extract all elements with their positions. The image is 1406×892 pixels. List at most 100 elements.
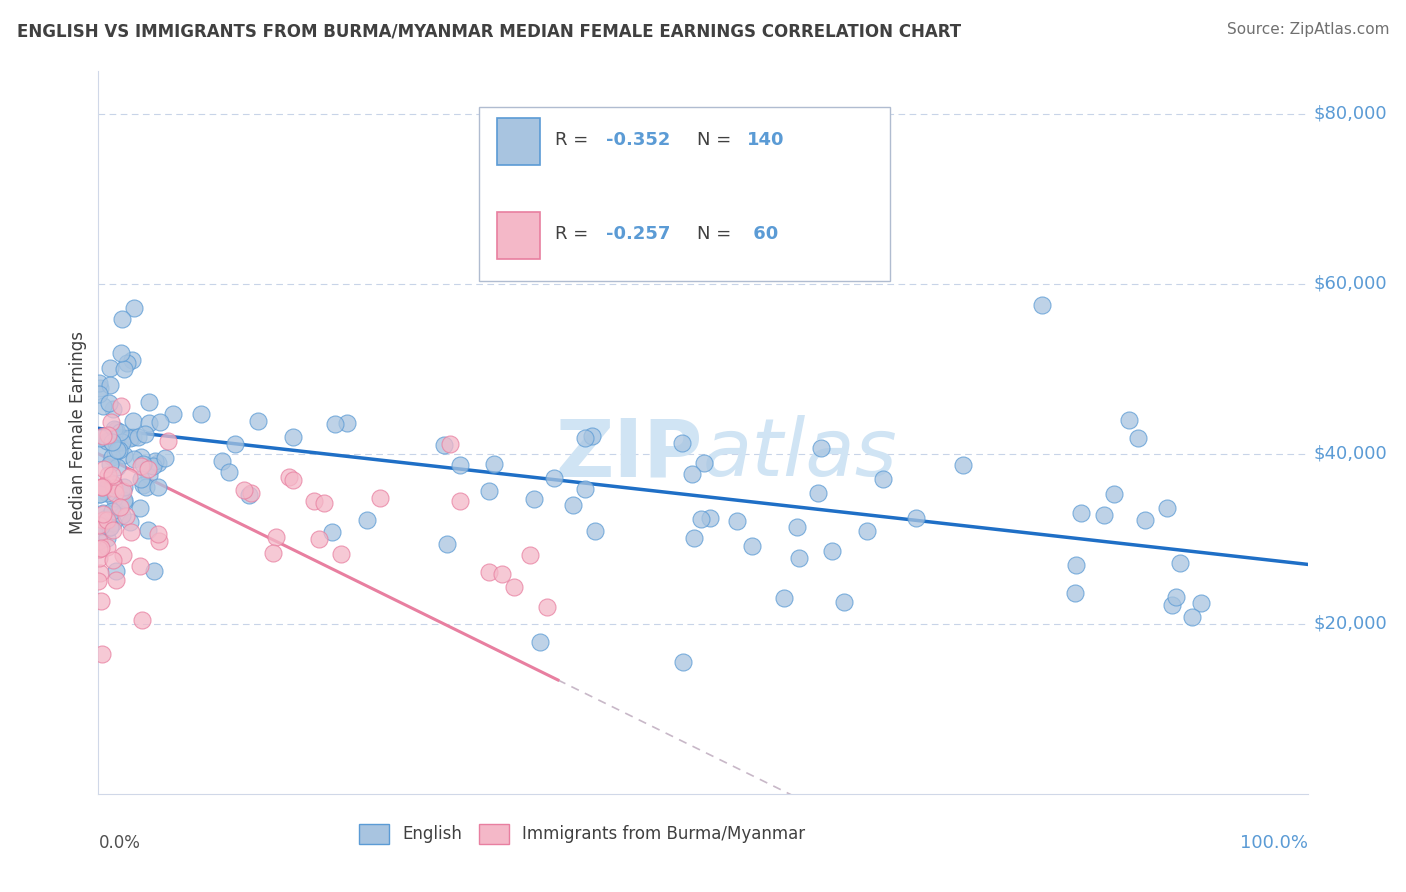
Point bbox=[97, 395, 120, 409]
Text: 100.0%: 100.0% bbox=[1240, 834, 1308, 852]
Point bbox=[122, 414, 145, 428]
Point bbox=[143, 564, 166, 578]
Point bbox=[122, 301, 145, 315]
Point bbox=[574, 431, 596, 445]
Point bbox=[112, 480, 135, 494]
Point bbox=[190, 407, 212, 421]
Point bbox=[162, 408, 184, 422]
Text: $60,000: $60,000 bbox=[1313, 275, 1388, 293]
Point bbox=[91, 428, 114, 442]
Point bbox=[100, 361, 122, 376]
Text: -0.352: -0.352 bbox=[606, 131, 671, 149]
Point bbox=[683, 531, 706, 545]
Point bbox=[136, 462, 159, 476]
Point bbox=[91, 480, 114, 494]
Text: ENGLISH VS IMMIGRANTS FROM BURMA/MYANMAR MEDIAN FEMALE EARNINGS CORRELATION CHAR: ENGLISH VS IMMIGRANTS FROM BURMA/MYANMAR… bbox=[17, 22, 960, 40]
Point bbox=[716, 213, 738, 227]
Point bbox=[581, 428, 603, 442]
Point bbox=[90, 519, 112, 533]
Point bbox=[449, 494, 471, 508]
Point bbox=[112, 483, 135, 498]
Point bbox=[101, 450, 124, 464]
Point bbox=[101, 435, 124, 450]
Point bbox=[787, 550, 810, 565]
Point bbox=[449, 458, 471, 473]
Point bbox=[111, 435, 134, 450]
Text: $80,000: $80,000 bbox=[1313, 105, 1388, 123]
Point bbox=[478, 565, 501, 579]
FancyBboxPatch shape bbox=[479, 108, 890, 281]
Text: Source: ZipAtlas.com: Source: ZipAtlas.com bbox=[1226, 22, 1389, 37]
Point bbox=[101, 476, 124, 491]
Point bbox=[247, 414, 270, 428]
Point bbox=[129, 450, 152, 465]
Point bbox=[117, 469, 139, 483]
Point bbox=[689, 511, 711, 525]
Point bbox=[87, 517, 110, 532]
Point bbox=[1092, 508, 1115, 522]
Text: 60: 60 bbox=[747, 225, 778, 243]
Point bbox=[1118, 413, 1140, 427]
Point bbox=[356, 513, 378, 527]
Point bbox=[103, 503, 125, 517]
Point bbox=[644, 226, 666, 240]
Point bbox=[583, 524, 606, 538]
Point bbox=[105, 574, 128, 588]
Point bbox=[96, 531, 118, 545]
Point bbox=[138, 468, 160, 483]
Point bbox=[132, 457, 155, 471]
Point bbox=[904, 510, 927, 524]
Point bbox=[741, 539, 763, 553]
Point bbox=[157, 434, 180, 448]
Point bbox=[129, 558, 152, 573]
Point bbox=[1031, 298, 1053, 312]
Point bbox=[100, 468, 122, 483]
Point bbox=[105, 423, 128, 437]
Text: R =: R = bbox=[555, 225, 595, 243]
Text: 0.0%: 0.0% bbox=[98, 834, 141, 852]
Point bbox=[146, 456, 169, 470]
Point bbox=[138, 417, 160, 431]
FancyBboxPatch shape bbox=[498, 212, 540, 260]
Point bbox=[1181, 610, 1204, 624]
Point bbox=[681, 467, 703, 482]
Point bbox=[692, 456, 714, 470]
Point bbox=[128, 430, 150, 444]
Point bbox=[143, 454, 166, 468]
Point bbox=[672, 655, 695, 669]
Point bbox=[112, 449, 135, 463]
Point bbox=[101, 504, 124, 518]
Point bbox=[312, 496, 335, 510]
Point bbox=[89, 487, 111, 501]
Point bbox=[110, 399, 132, 413]
Point bbox=[87, 541, 110, 556]
Point bbox=[436, 537, 458, 551]
Point bbox=[94, 482, 117, 496]
Point bbox=[105, 435, 128, 450]
Point bbox=[519, 549, 541, 563]
Point bbox=[146, 480, 169, 494]
Point bbox=[91, 506, 114, 520]
Point bbox=[136, 523, 159, 537]
Point bbox=[773, 591, 796, 605]
Point bbox=[1126, 431, 1149, 445]
Point bbox=[1161, 598, 1184, 612]
Point bbox=[103, 478, 125, 492]
Point bbox=[478, 484, 501, 499]
Point bbox=[1156, 501, 1178, 516]
Point bbox=[134, 426, 156, 441]
Point bbox=[131, 458, 153, 473]
Point bbox=[330, 548, 353, 562]
Text: -0.257: -0.257 bbox=[606, 225, 671, 243]
Text: ZIP: ZIP bbox=[555, 416, 703, 493]
Point bbox=[90, 480, 112, 494]
Point bbox=[232, 483, 254, 497]
Point bbox=[131, 613, 153, 627]
Point bbox=[89, 431, 111, 445]
Point bbox=[129, 472, 152, 486]
Point bbox=[87, 574, 110, 589]
Point bbox=[120, 525, 142, 540]
Point bbox=[91, 647, 114, 661]
Point bbox=[543, 471, 565, 485]
Point bbox=[536, 600, 558, 615]
